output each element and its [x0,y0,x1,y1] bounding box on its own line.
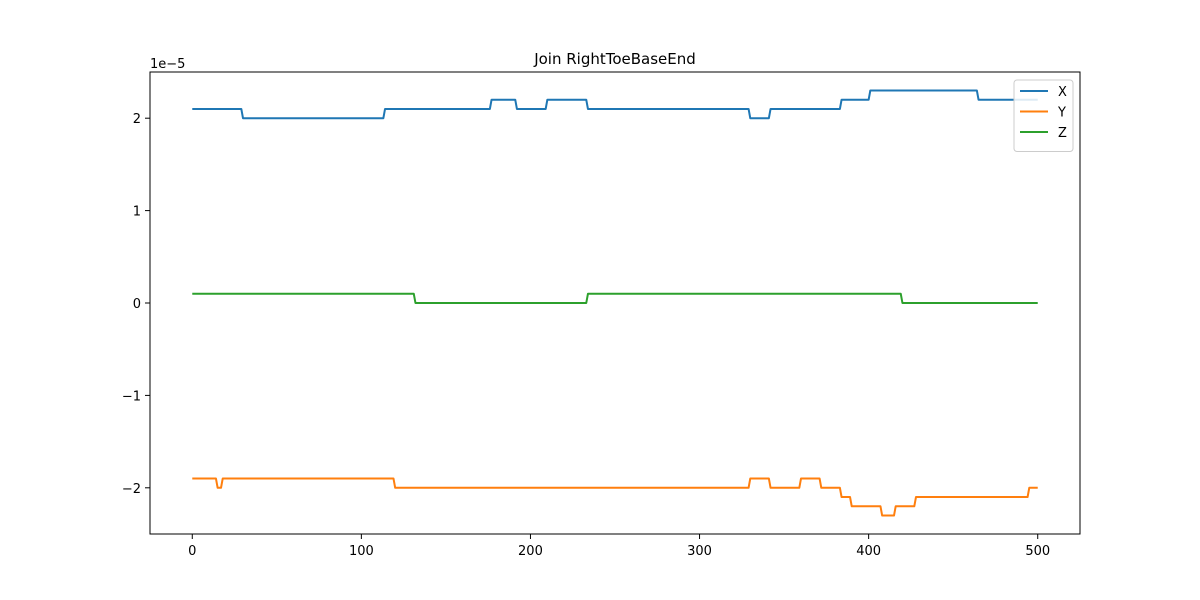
y-axis-scale-label: 1e−5 [150,57,185,72]
legend-box [1013,79,1074,152]
y-axis-ticks: −2 −1 0 1 2 [122,112,150,497]
x-tick-label: 0 [188,544,196,559]
x-axis-ticks: 0 100 200 300 400 500 [188,534,1050,559]
series-layer [192,89,1038,517]
legend-label-z: Z [1058,126,1067,141]
series-line-z [192,292,1038,304]
chart-title: Join RightToeBaseEnd [533,50,696,68]
legend-label-x: X [1058,85,1067,100]
y-tick-label: 2 [133,112,141,127]
y-tick-label: 1 [133,205,141,220]
x-tick-label: 500 [1025,544,1050,559]
series-line-x [192,89,1038,120]
series-line-y [192,477,1038,517]
y-tick-label: −1 [122,389,141,404]
y-tick-label: 0 [133,297,141,312]
x-tick-label: 100 [349,544,374,559]
x-tick-label: 300 [687,544,712,559]
y-tick-label: −2 [122,482,141,497]
x-tick-label: 400 [856,544,881,559]
x-tick-label: 200 [518,544,543,559]
legend-label-y: Y [1057,106,1066,121]
legend: XYZ [1013,79,1074,152]
